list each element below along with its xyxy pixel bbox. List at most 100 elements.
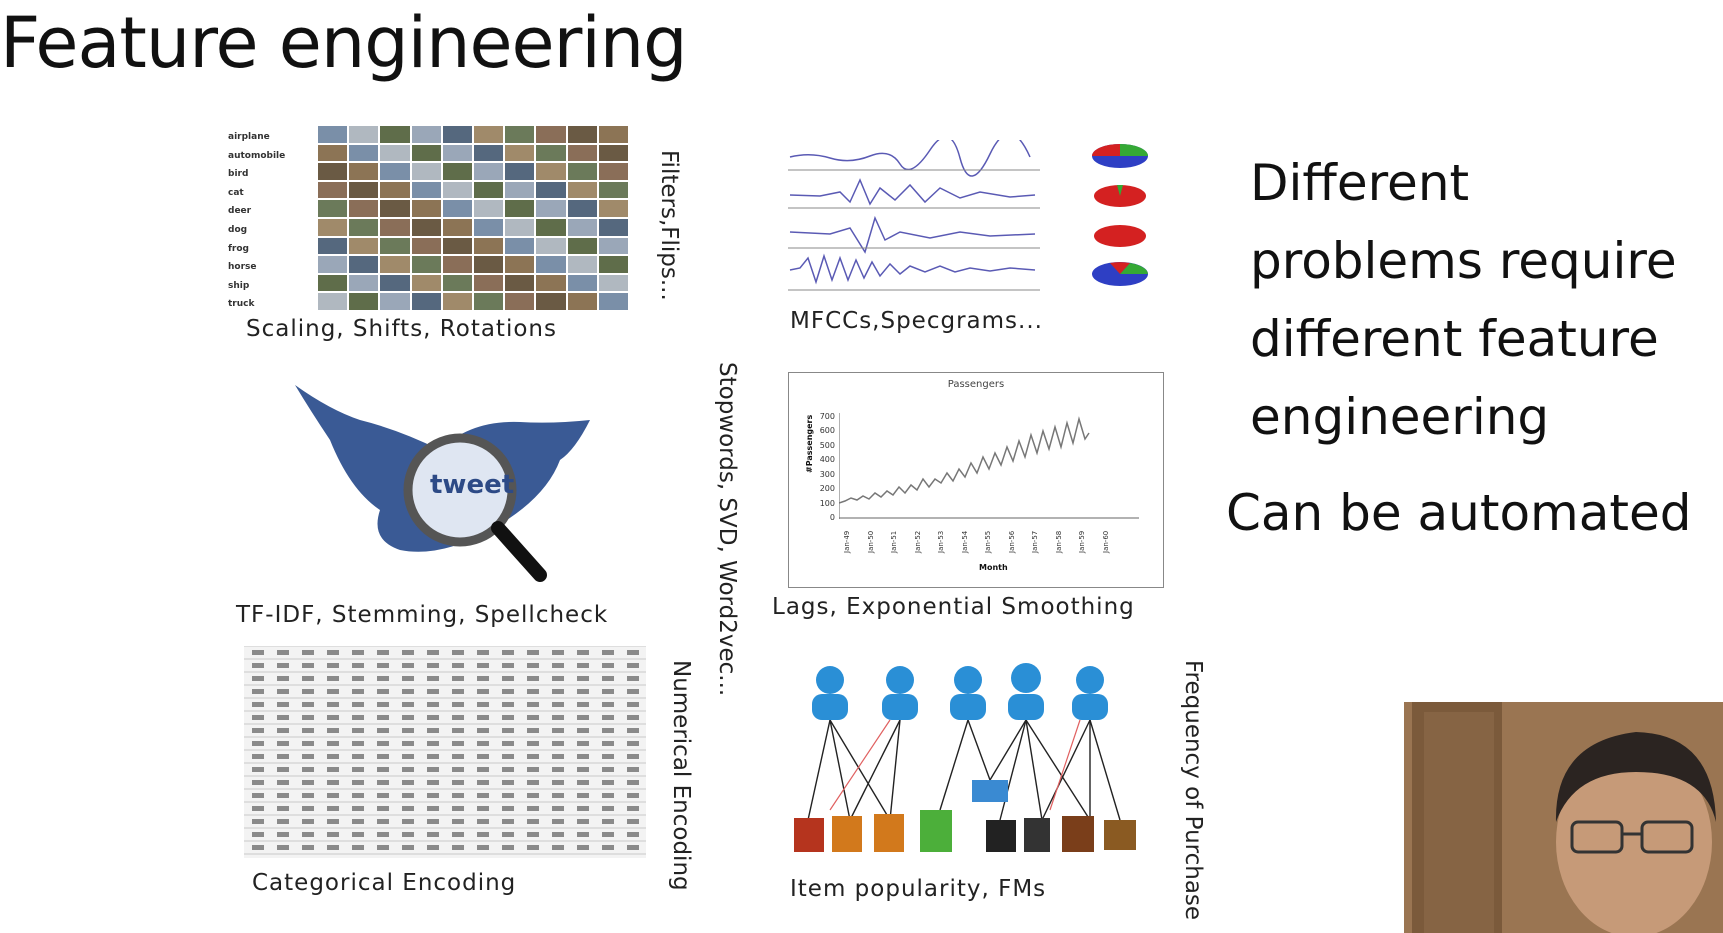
- table-cell-mark: [452, 819, 464, 824]
- table-cell-mark: [427, 715, 439, 720]
- table-cell-mark: [577, 650, 589, 655]
- table-cell-mark: [352, 767, 364, 772]
- table-cell-mark: [252, 650, 264, 655]
- chart-ytick: 200: [819, 484, 835, 493]
- chart-ytick: 700: [819, 411, 835, 421]
- image-thumbnail: [442, 274, 472, 292]
- table-cell-mark: [477, 676, 489, 681]
- table-cell-mark: [327, 806, 339, 811]
- table-cell-mark: [402, 780, 414, 785]
- image-thumbnail: [505, 163, 535, 180]
- table-cell-mark: [252, 728, 264, 733]
- table-cell-mark: [277, 806, 289, 811]
- table-cell-mark: [627, 767, 639, 772]
- table-cell-mark: [527, 845, 539, 850]
- table-cell-mark: [327, 650, 339, 655]
- table-cell-mark: [402, 702, 414, 707]
- table-cell-mark: [502, 754, 514, 759]
- image-thumbnail: [598, 144, 628, 162]
- table-cell-mark: [502, 793, 514, 798]
- image-thumbnail: [598, 293, 628, 310]
- image-thumbnail: [474, 256, 504, 273]
- table-cell-mark: [527, 793, 539, 798]
- image-thumbnail: [505, 144, 535, 162]
- caption-timeseries: Lags, Exponential Smoothing: [772, 594, 1135, 620]
- table-cell-mark: [252, 832, 264, 837]
- table-cell-mark: [402, 650, 414, 655]
- chart-xtick: Jan-55: [984, 530, 992, 553]
- image-thumbnail: [442, 237, 472, 255]
- chart-xtick: Jan-50: [866, 530, 875, 553]
- table-cell-mark: [352, 741, 364, 746]
- table-cell-mark: [377, 650, 389, 655]
- table-cell-mark: [252, 819, 264, 824]
- table-cell-mark: [602, 832, 614, 837]
- table-cell-mark: [602, 780, 614, 785]
- table-cell-mark: [502, 806, 514, 811]
- table-cell-mark: [402, 767, 414, 772]
- image-thumbnail: [349, 293, 379, 310]
- table-cell-mark: [602, 650, 614, 655]
- table-cell-mark: [627, 780, 639, 785]
- table-cell-mark: [452, 715, 464, 720]
- side-text-line2: problems require: [1250, 232, 1677, 290]
- table-cell-mark: [377, 715, 389, 720]
- image-thumbnail: [318, 163, 348, 180]
- image-thumbnail: [411, 219, 441, 236]
- image-thumbnail: [598, 219, 628, 236]
- image-thumbnail: [380, 274, 410, 292]
- audio-waveforms: [780, 133, 1050, 300]
- image-thumbnail: [567, 163, 597, 180]
- table-cell-mark: [477, 741, 489, 746]
- image-thumbnail: [598, 126, 628, 143]
- table-cell-mark: [527, 754, 539, 759]
- image-thumbnail: [318, 274, 348, 292]
- table-cell-mark: [302, 741, 314, 746]
- passengers-chart: Passengers #Passengers Month 0 100 200 300 4…: [788, 372, 1164, 588]
- table-cell-mark: [277, 767, 289, 772]
- image-thumbnail: [598, 163, 628, 180]
- image-thumbnail: [411, 256, 441, 273]
- table-cell-mark: [327, 702, 339, 707]
- table-cell-mark: [502, 845, 514, 850]
- image-thumbnail: [380, 126, 410, 143]
- table-cell-mark: [402, 715, 414, 720]
- table-cell-mark: [527, 715, 539, 720]
- table-cell-mark: [552, 715, 564, 720]
- image-thumbnail: [411, 163, 441, 180]
- table-cell-mark: [477, 715, 489, 720]
- image-thumbnail: [380, 256, 410, 273]
- table-cell-mark: [527, 650, 539, 655]
- table-cell-mark: [277, 793, 289, 798]
- table-cell-mark: [377, 845, 389, 850]
- table-cell-mark: [427, 819, 439, 824]
- chart-ytick: 100: [819, 498, 835, 508]
- table-cell-mark: [452, 728, 464, 733]
- table-cell-mark: [327, 741, 339, 746]
- image-thumbnail: [442, 256, 472, 273]
- image-thumbnail: [474, 200, 504, 217]
- image-thumbnail: [349, 274, 379, 292]
- table-cell-mark: [602, 715, 614, 720]
- table-cell-mark: [552, 741, 564, 746]
- image-thumbnail: [567, 200, 597, 217]
- table-cell-mark: [477, 689, 489, 694]
- table-cell-mark: [602, 663, 614, 668]
- table-cell-mark: [402, 806, 414, 811]
- table-cell-mark: [377, 780, 389, 785]
- table-cell-mark: [402, 754, 414, 759]
- table-cell-mark: [252, 806, 264, 811]
- caption-images: Scaling, Shifts, Rotations: [246, 316, 557, 342]
- table-cell-mark: [302, 650, 314, 655]
- image-thumbnail: [598, 237, 628, 255]
- table-cell-mark: [377, 702, 389, 707]
- table-cell-mark: [427, 663, 439, 668]
- table-cell-mark: [427, 832, 439, 837]
- table-cell-mark: [477, 793, 489, 798]
- table-cell-mark: [377, 754, 389, 759]
- image-thumbnail: [567, 237, 597, 255]
- image-thumbnail: [505, 181, 535, 199]
- image-thumbnail: [349, 200, 379, 217]
- table-cell-mark: [452, 741, 464, 746]
- table-cell-mark: [427, 676, 439, 681]
